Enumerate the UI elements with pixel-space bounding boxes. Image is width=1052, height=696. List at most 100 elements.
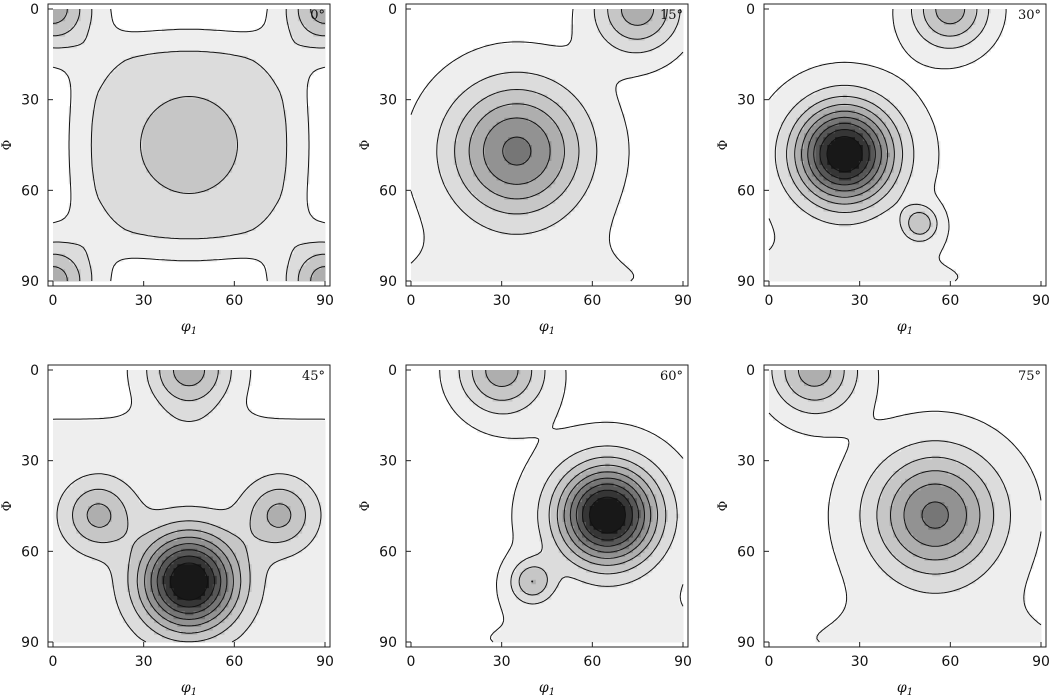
- y-tick-label: 30: [21, 93, 39, 109]
- panel-label: 75°: [1018, 369, 1041, 384]
- contour-line: [163, 555, 215, 608]
- x-tick-label: 30: [851, 293, 869, 309]
- x-tick-label: 0: [407, 654, 416, 670]
- contour-fills: [438, 370, 684, 643]
- x-tick-label: 30: [493, 654, 511, 670]
- y-tick-label: 90: [21, 635, 39, 651]
- contour-line: [768, 9, 1007, 282]
- contour-line: [784, 369, 995, 575]
- x-tick-label: 60: [225, 654, 243, 670]
- x-tick-label: 0: [765, 293, 774, 309]
- y-tick-label: 30: [737, 454, 755, 470]
- y-axis-label: Φ: [0, 140, 15, 151]
- panel-label: 60°: [660, 369, 683, 384]
- y-tick-label: 90: [737, 635, 755, 651]
- contour-line: [144, 536, 234, 627]
- contour-line: [52, 8, 326, 282]
- y-tick-label: 30: [21, 454, 39, 470]
- y-tick-label: 30: [379, 454, 397, 470]
- x-axis-label: φ1: [181, 319, 197, 337]
- plot-frame: [763, 364, 1047, 648]
- contour-line: [52, 8, 326, 282]
- contour-line: [563, 471, 652, 559]
- contour-line: [768, 369, 1042, 643]
- contour-line: [169, 562, 209, 601]
- y-tick-label: 60: [737, 544, 755, 560]
- x-tick-label: 0: [765, 654, 774, 670]
- contour-line: [575, 483, 640, 547]
- x-tick-label: 90: [316, 654, 334, 670]
- odf-panel: 0 0 30 30 60 60 90 90 φ1 Φ 75°: [716, 363, 1050, 696]
- x-tick-label: 0: [49, 293, 58, 309]
- y-axis-label: Φ: [0, 501, 15, 512]
- y-axis-label: Φ: [358, 140, 373, 151]
- y-tick-label: 60: [21, 544, 39, 560]
- panel-label: 30°: [1018, 8, 1041, 23]
- contour-line: [458, 369, 678, 605]
- x-axis-label: φ1: [181, 680, 197, 696]
- contour-line: [156, 549, 222, 614]
- x-tick-label: 90: [674, 654, 692, 670]
- contour-lines: [439, 369, 684, 643]
- contour-fill-level: [72, 370, 307, 643]
- y-tick-label: 0: [388, 363, 397, 379]
- contour-lines: [410, 8, 684, 282]
- contour-line: [813, 122, 876, 186]
- contour-line: [52, 370, 326, 420]
- x-tick-label: 30: [493, 293, 511, 309]
- x-axis-label: φ1: [897, 680, 913, 696]
- x-tick-label: 30: [851, 654, 869, 670]
- contour-fill-level: [920, 502, 949, 530]
- y-tick-label: 30: [379, 93, 397, 109]
- y-tick-label: 0: [746, 363, 755, 379]
- x-tick-label: 60: [583, 654, 601, 670]
- x-tick-label: 90: [1032, 654, 1050, 670]
- x-tick-label: 30: [135, 293, 153, 309]
- contour-line: [826, 136, 863, 173]
- contour-line: [771, 369, 1011, 594]
- contour-line: [774, 8, 990, 242]
- contour-line: [569, 477, 645, 553]
- contour-line: [52, 9, 326, 281]
- x-tick-label: 60: [225, 293, 243, 309]
- x-tick-label: 90: [1032, 293, 1050, 309]
- y-tick-label: 0: [30, 363, 39, 379]
- y-axis-label: Φ: [358, 501, 373, 512]
- contour-line: [56, 370, 322, 643]
- contour-line: [588, 496, 626, 534]
- contour-fill-level: [589, 498, 626, 534]
- contour-fill-level: [827, 137, 863, 173]
- contour-fill-level: [53, 9, 326, 282]
- contour-line: [482, 117, 551, 185]
- contour-fills: [53, 9, 326, 282]
- x-tick-label: 60: [941, 654, 959, 670]
- y-tick-label: 90: [737, 274, 755, 290]
- contour-fill-level: [504, 137, 532, 165]
- contour-line: [903, 483, 967, 547]
- contour-line: [786, 8, 978, 235]
- y-tick-label: 60: [21, 183, 39, 199]
- odf-panel: 0 0 30 30 60 60 90 90 φ1 Φ 0°: [0, 2, 334, 337]
- y-tick-label: 90: [379, 635, 397, 651]
- x-tick-label: 90: [316, 293, 334, 309]
- y-tick-label: 0: [388, 2, 397, 18]
- contour-line: [468, 8, 655, 200]
- contour-line: [502, 136, 532, 166]
- x-axis-label: φ1: [897, 319, 913, 337]
- x-tick-label: 90: [674, 293, 692, 309]
- contour-lines: [52, 369, 326, 643]
- y-tick-label: 0: [30, 2, 39, 18]
- contour-line: [819, 129, 870, 180]
- contour-lines: [768, 8, 1007, 282]
- y-tick-label: 60: [379, 544, 397, 560]
- odf-panel: 0 0 30 30 60 60 90 90 φ1 Φ 15°: [358, 2, 692, 337]
- y-tick-label: 90: [379, 274, 397, 290]
- contour-line: [797, 369, 981, 561]
- y-axis-label: Φ: [716, 501, 731, 512]
- contour-line: [410, 8, 684, 282]
- contour-line: [86, 369, 292, 634]
- x-tick-label: 60: [941, 293, 959, 309]
- plot-frame: [763, 3, 1047, 287]
- x-axis-label: φ1: [539, 319, 555, 337]
